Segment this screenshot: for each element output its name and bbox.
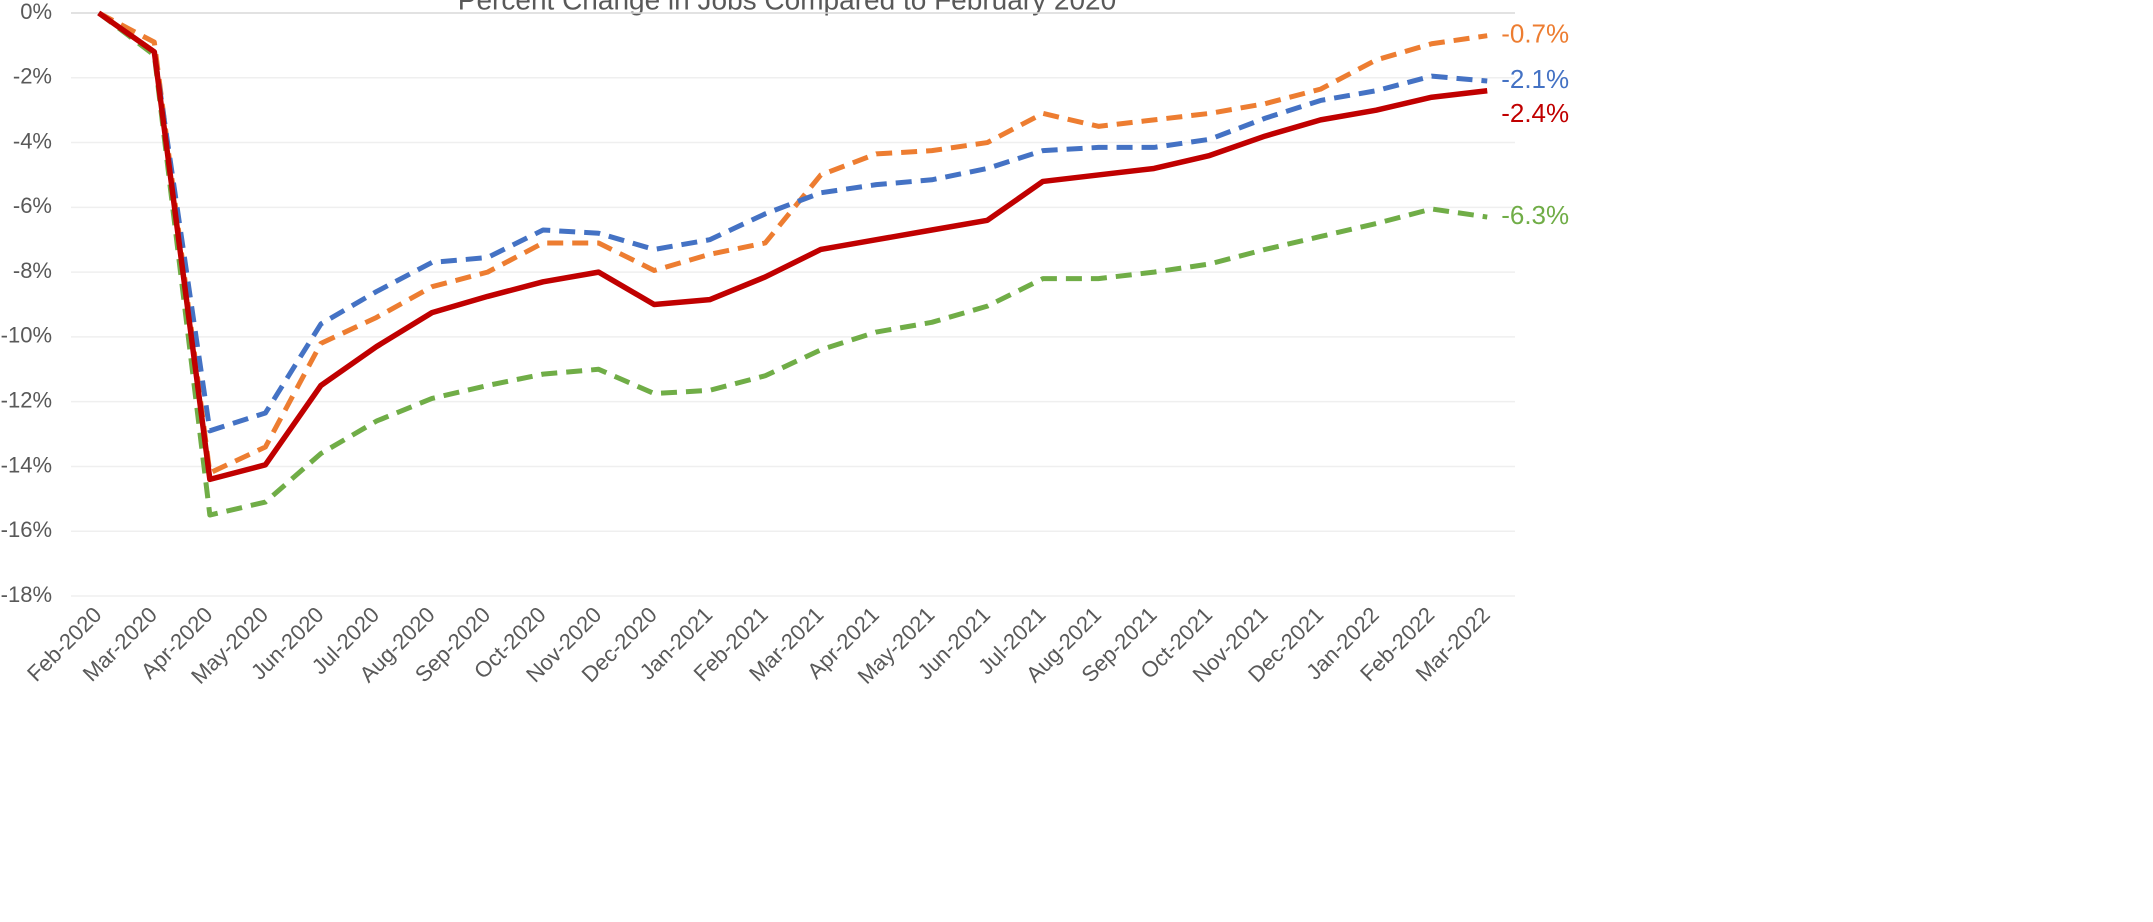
series-line [97,10,1488,476]
y-tick-label: -2% [13,64,52,89]
y-tick-label: 0% [20,0,52,24]
chart-title: Percent Change in Jobs Compared to Febru… [458,0,1116,15]
end-label: -2.1% [1501,64,1569,94]
end-label: -6.3% [1501,200,1569,230]
y-tick-label: -10% [1,323,52,348]
y-tick-label: -16% [1,517,52,542]
series-line [97,10,1488,434]
end-label: -2.4% [1501,98,1569,128]
series-line [97,10,1488,483]
y-tick-label: -8% [13,258,52,283]
y-tick-label: -18% [1,582,52,607]
y-tick-label: -12% [1,387,52,412]
y-tick-label: -14% [1,452,52,477]
series-line [97,11,1488,518]
y-tick-label: -6% [13,193,52,218]
end-label: -0.7% [1501,19,1569,49]
y-tick-label: -4% [13,128,52,153]
